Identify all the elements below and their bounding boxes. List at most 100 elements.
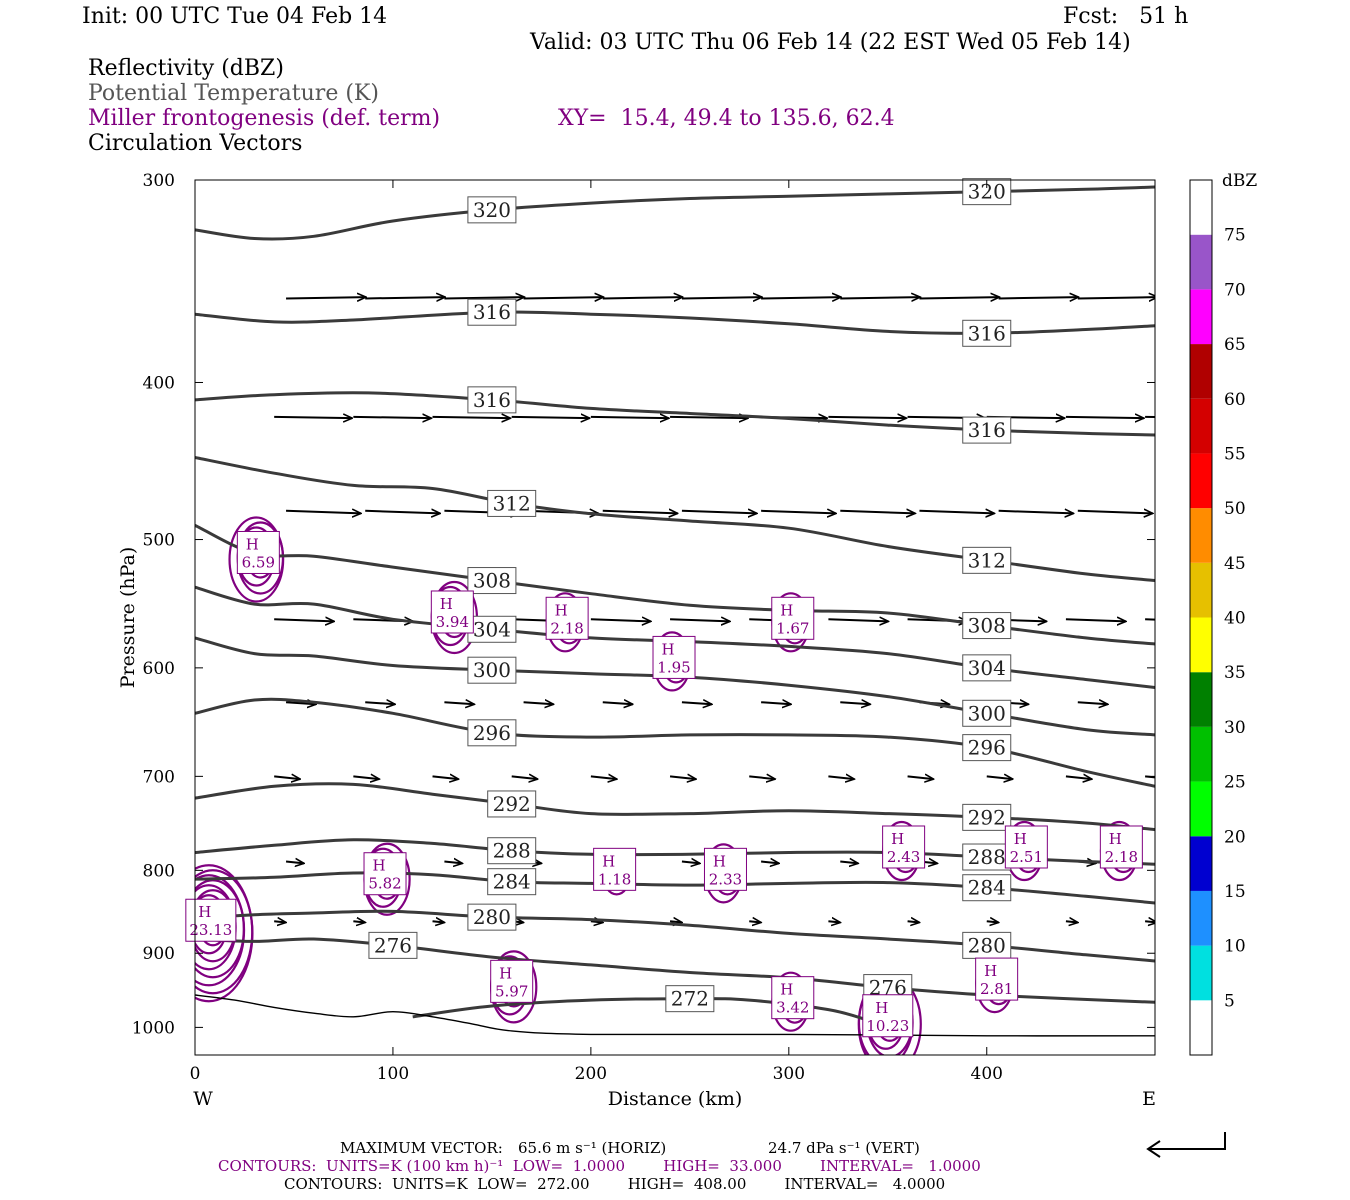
frontogenesis-max-value: 23.13 [189, 921, 232, 939]
theta-label-box [487, 837, 537, 865]
frontogenesis-label-box [430, 590, 474, 634]
theta-contour-label: 312 [493, 491, 531, 515]
theta-contour-label: 288 [493, 839, 531, 863]
theta-contour-label: 272 [671, 987, 709, 1011]
max-vector-vert: 24.7 dPa s⁻¹ (VERT) [768, 1139, 920, 1157]
theta-label-box [962, 803, 1012, 831]
circulation-vector [986, 776, 1013, 779]
theta-contour-label: 288 [968, 845, 1006, 869]
y-tick-label: 1000 [132, 1018, 175, 1038]
colorbar-segment [1190, 289, 1212, 345]
theta-label-box [467, 567, 517, 595]
frontogenesis-max-value: 5.97 [495, 982, 528, 1000]
colorbar-segment [1190, 726, 1212, 782]
colorbar-segment [1190, 508, 1212, 563]
frontogenesis-max-marker: H [661, 640, 674, 658]
circulation-vector [669, 921, 682, 922]
theta-contour-label: 312 [968, 548, 1006, 572]
circulation-vector [274, 921, 286, 922]
field-potential-temperature: Potential Temperature (K) [88, 81, 379, 106]
forecast-hour: Fcst: 51 h [1063, 4, 1189, 29]
theta-label-box [962, 734, 1012, 762]
theta-contour-label: 280 [473, 905, 511, 929]
circulation-vector [590, 921, 603, 922]
frontogenesis-max-marker: H [499, 964, 512, 982]
frontogenesis-label-box [882, 825, 926, 869]
theta-contour-label: 316 [473, 388, 511, 412]
frontogenesis-max-value: 2.51 [1010, 848, 1043, 866]
colorbar-segment [1190, 617, 1212, 673]
theta-contour-label: 296 [473, 721, 511, 745]
circulation-vector [353, 776, 379, 779]
circulation-vector [365, 297, 445, 298]
colorbar-segment [1190, 781, 1212, 837]
circulation-vector [840, 297, 920, 298]
theta-contour-label: 320 [473, 198, 511, 222]
theta-contour-label: 308 [473, 569, 511, 593]
theta-label-box [487, 868, 537, 896]
x-tick-label: 200 [575, 1064, 607, 1084]
y-tick-label: 500 [143, 531, 175, 551]
theta-label-box [467, 196, 517, 224]
contours-theta-info: CONTOURS: UNITS=K LOW= 272.00 HIGH= 408.… [284, 1175, 946, 1193]
theta-contour-label: 292 [968, 805, 1006, 829]
frontogenesis-max-value: 1.95 [657, 658, 690, 676]
circulation-vector [353, 417, 431, 418]
frontogenesis-label-box [236, 530, 280, 574]
theta-contour-label: 284 [493, 870, 531, 894]
colorbar-tick-label: 25 [1224, 773, 1246, 793]
max-vector-horiz: 65.6 m s⁻¹ (HORIZ) [518, 1139, 667, 1157]
frontogenesis-label-box [975, 957, 1019, 1001]
theta-contour-label: 280 [968, 933, 1006, 957]
frontogenesis-label-box [1099, 825, 1143, 869]
colorbar-segment [1190, 1000, 1212, 1055]
y-tick-label: 700 [143, 767, 175, 787]
colorbar-segment [1190, 398, 1212, 454]
frontogenesis-max-value: 2.18 [550, 619, 583, 637]
frontogenesis-max-marker: H [246, 535, 259, 553]
circulation-vector [511, 417, 590, 418]
circulation-vector [761, 511, 836, 514]
colorbar-tick-label: 70 [1224, 280, 1246, 300]
theta-contour-label: 300 [473, 658, 511, 682]
frontogenesis-label-box [771, 596, 815, 640]
frontogenesis-max-marker: H [1014, 830, 1027, 848]
x-axis-label: Distance (km) [608, 1088, 743, 1110]
frontogenesis-label-box [771, 976, 815, 1020]
theta-contour-label: 316 [968, 418, 1006, 442]
circulation-vector [681, 297, 762, 298]
circulation-vector [523, 702, 554, 704]
frontogenesis-max-marker: H [372, 857, 385, 875]
frontogenesis-max-value: 5.82 [368, 875, 401, 893]
contour-labels: 3203203163163163163123123083083043043003… [185, 178, 1143, 1038]
x-tick-label: 400 [971, 1064, 1003, 1084]
frontogenesis-contour [228, 516, 285, 603]
theta-contour-label: 296 [968, 736, 1006, 760]
colorbar-tick-label: 30 [1224, 718, 1246, 738]
circulation-vector [353, 921, 365, 922]
circulation-vector [1077, 511, 1153, 514]
east-label: E [1142, 1088, 1156, 1110]
frontogenesis-max-marker: H [198, 903, 211, 921]
valid-time: Valid: 03 UTC Thu 06 Feb 14 (22 EST Wed … [530, 30, 1131, 55]
circulation-vector [285, 861, 304, 863]
frontogenesis-max-marker: H [440, 595, 453, 613]
theta-contour-label: 316 [473, 300, 511, 324]
x-tick-label: 300 [773, 1064, 805, 1084]
circulation-vector [286, 511, 361, 514]
circulation-vector [986, 921, 999, 922]
circulation-vector [274, 417, 352, 418]
circulation-vector [365, 702, 395, 704]
circulation-vector [1065, 619, 1126, 621]
theta-label-box [368, 931, 418, 959]
y-tick-label: 600 [143, 659, 175, 679]
colorbar-segment [1190, 672, 1212, 727]
frontogenesis-label-box [1004, 825, 1048, 869]
circulation-vector [919, 297, 999, 298]
circulation-vector [907, 776, 934, 779]
frontogenesis-max-value: 1.67 [776, 619, 809, 637]
circulation-vector [998, 297, 1079, 298]
y-tick-label: 300 [143, 171, 175, 191]
theta-label-box [467, 656, 517, 684]
circulation-vector [681, 861, 700, 863]
